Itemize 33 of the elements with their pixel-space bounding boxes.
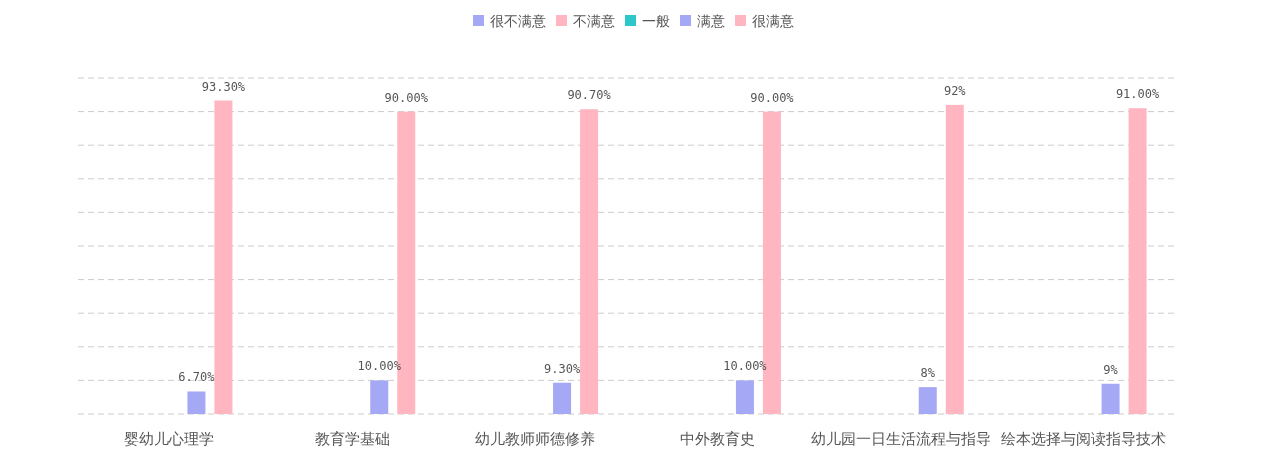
- legend-label: 很不满意: [490, 13, 546, 29]
- data-label: 8%: [920, 366, 936, 381]
- x-tick-label: 婴幼儿心理学: [124, 430, 215, 448]
- x-tick-label: 幼儿园一日生活流程与指导: [810, 430, 991, 448]
- data-label: 10.00%: [357, 359, 402, 374]
- data-label: 10.00%: [723, 359, 768, 374]
- bar: [553, 382, 572, 414]
- data-label: 9.30%: [544, 361, 581, 376]
- bar: [580, 109, 599, 414]
- data-label: 93.30%: [201, 79, 246, 94]
- data-label: 9%: [1103, 362, 1119, 377]
- data-label: 90.00%: [750, 90, 795, 105]
- bar: [214, 100, 233, 414]
- x-tick-label: 教育学基础: [314, 430, 390, 448]
- data-label: 90.00%: [384, 90, 429, 105]
- legend-label: 不满意: [573, 13, 615, 29]
- bar: [187, 391, 206, 414]
- data-label: 6.70%: [178, 370, 216, 385]
- bar: [945, 104, 964, 414]
- bar: [735, 380, 754, 414]
- x-tick-label: 幼儿教师师德修养: [475, 430, 596, 448]
- bar: [1101, 383, 1120, 414]
- legend-label: 很满意: [752, 13, 794, 29]
- data-label: 92%: [943, 83, 967, 98]
- bar: [918, 387, 937, 414]
- bar: [1128, 108, 1147, 414]
- data-label: 91.00%: [1115, 87, 1161, 102]
- data-label: 90.70%: [567, 88, 612, 103]
- bar: [370, 380, 389, 414]
- legend-label: 一般: [642, 13, 670, 29]
- x-tick-label: 绘本选择与阅读指导技术: [1001, 430, 1167, 448]
- legend-label: 满意: [697, 13, 725, 29]
- x-tick-label: 中外教育史: [680, 430, 756, 448]
